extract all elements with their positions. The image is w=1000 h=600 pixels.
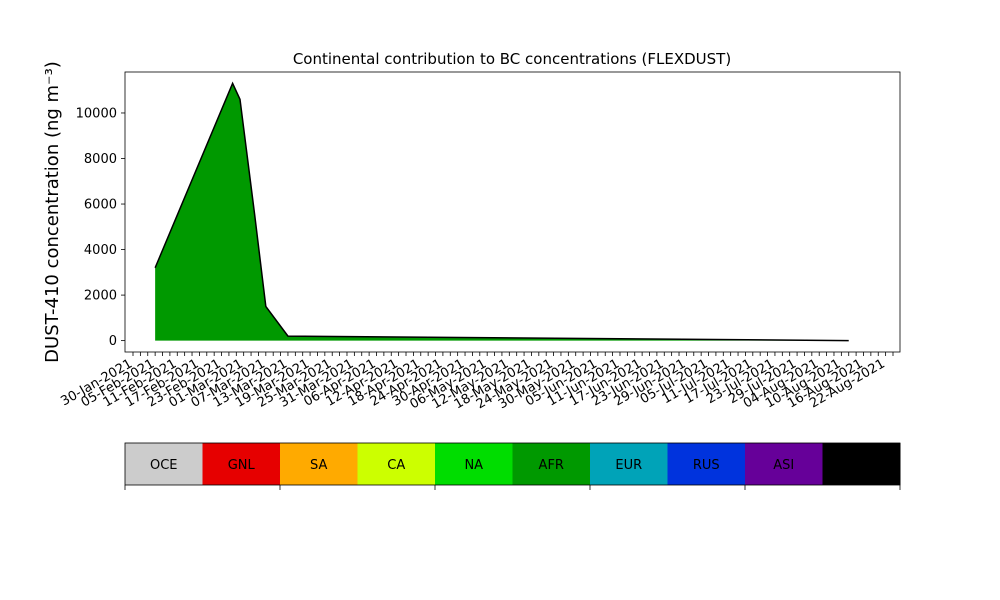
y-tick-label: 10000 bbox=[76, 106, 117, 121]
colorbar-label-aus: AUS bbox=[848, 458, 875, 473]
colorbar-label-rus: RUS bbox=[693, 458, 720, 473]
y-tick-label: 8000 bbox=[84, 152, 117, 167]
colorbar-swatch-oce bbox=[125, 443, 203, 485]
colorbar-label-asi: ASI bbox=[773, 458, 794, 473]
y-tick-label: 6000 bbox=[84, 198, 117, 213]
colorbar-label-gnl: GNL bbox=[228, 458, 256, 473]
colorbar-label-eur: EUR bbox=[615, 458, 642, 473]
y-tick-label: 4000 bbox=[84, 243, 117, 258]
colorbar-frame bbox=[124, 442, 901, 486]
x-axis-ticks: 30-Jan-202105-Feb-202111-Feb-202117-Feb-… bbox=[58, 352, 894, 412]
y-tick-label: 0 bbox=[109, 334, 117, 349]
colorbar-swatch-ca bbox=[357, 443, 436, 485]
plot-area bbox=[154, 81, 849, 342]
colorbar-label-ca: CA bbox=[387, 458, 405, 473]
y-axis-label: DUST-410 concentration (ng m⁻³) bbox=[42, 61, 63, 363]
colorbar-swatch-afr bbox=[512, 443, 591, 485]
colorbar-swatch-aus bbox=[822, 443, 901, 485]
colorbar-swatch-rus bbox=[667, 443, 746, 485]
colorbar-label-na: NA bbox=[464, 458, 483, 473]
colorbar-swatch-na bbox=[435, 443, 513, 485]
colorbar-label-oce: OCE bbox=[150, 458, 178, 473]
chart-title: Continental contribution to BC concentra… bbox=[293, 50, 731, 68]
area-afr bbox=[155, 84, 849, 341]
y-axis-ticks: 0 2000 4000 6000 8000 10000 bbox=[76, 106, 125, 349]
y-tick-label: 2000 bbox=[84, 289, 117, 304]
plot-frame bbox=[124, 71, 901, 353]
colorbar-swatch-eur bbox=[590, 443, 668, 485]
region-colorbar: OCE GNL SA CA NA AFR EUR RUS ASI AUS bbox=[124, 442, 901, 490]
colorbar-swatch-asi bbox=[745, 443, 823, 485]
colorbar-label-afr: AFR bbox=[539, 458, 564, 473]
total-line bbox=[154, 81, 849, 342]
colorbar-swatch-gnl bbox=[202, 443, 281, 485]
colorbar-swatch-sa bbox=[280, 443, 358, 485]
colorbar-label-sa: SA bbox=[310, 458, 327, 473]
